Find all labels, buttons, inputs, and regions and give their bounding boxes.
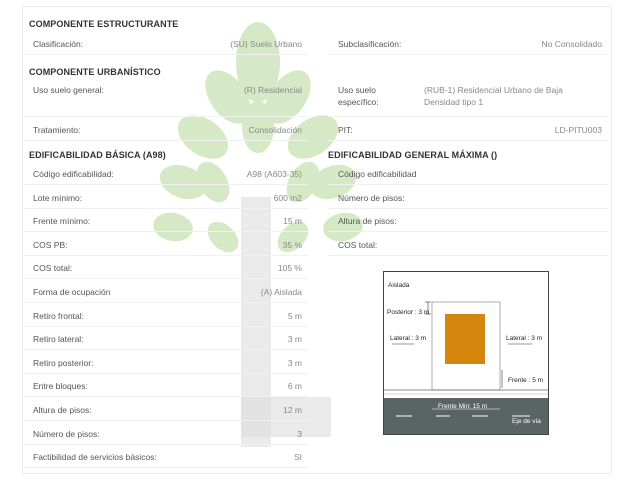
table-row: Altura de pisos: 12 m (23, 397, 308, 421)
row-label: Forma de ocupación (33, 287, 111, 297)
row-clasificacion: Clasificación: (SU) Suelo Urbano (23, 31, 308, 55)
table-row: Retiro lateral: 3 m (23, 326, 308, 351)
row-label: Entre bloques: (33, 381, 88, 392)
row-label: Retiro posterior: (33, 357, 94, 368)
row-tratamiento: Tratamiento: Consolidación (23, 117, 308, 141)
clasificacion-value: (SU) Suelo Urbano (230, 39, 302, 49)
uso-general-label: Uso suelo general: (33, 85, 104, 95)
row-label: Factibilidad de servicios básicos: (33, 452, 157, 463)
setback-diagram: Aislada Posterior : 3 m Lateral : 3 m La… (383, 271, 549, 435)
table-row: Código edificabilidad: A98 (A603-35) (23, 161, 308, 185)
uso-especifico-label: Uso suelo específico: (338, 85, 379, 107)
row-label: Frente mínimo: (33, 216, 91, 227)
row-label: COS PB: (33, 239, 68, 250)
setback-drawing (384, 301, 548, 434)
table-row: Forma de ocupación (A) Aislada (23, 279, 308, 303)
row-label: Altura de pisos: (338, 216, 397, 227)
row-value: SI (293, 452, 302, 463)
row-value: 15 m (283, 216, 302, 227)
row-uso-especifico: Uso suelo específico: (RUB-1) Residencia… (328, 79, 608, 117)
uso-especifico-value: (RUB-1) Residencial Urbano de Baja Densi… (424, 85, 563, 107)
row-label: Lote mínimo: (33, 192, 83, 203)
row-label: Altura de pisos: (33, 405, 92, 415)
table-row: Número de pisos: 3 (23, 421, 308, 445)
row-label: Código edificabilidad: (33, 169, 114, 179)
row-value: 3 (297, 428, 302, 439)
section-title-edificabilidad-maxima: EDIFICABILIDAD GENERAL MÁXIMA () (328, 150, 498, 160)
frente-min-label: Frente Min: 15 m (438, 403, 488, 410)
table-row: Lote mínimo: 600 m2 (23, 185, 308, 209)
table-row: Número de pisos: (328, 185, 608, 209)
row-subclasificacion: Subclasificación: No Consolidado (328, 31, 608, 55)
row-value: (A) Aislada (260, 287, 302, 297)
row-pit: PIT: LD-PITU003 (328, 117, 608, 141)
row-value: 3 m (287, 357, 302, 368)
row-value: A98 (A603-35) (246, 169, 302, 179)
row-label: COS total: (338, 239, 378, 250)
pit-value: LD-PITU003 (554, 125, 602, 135)
row-label: COS total: (33, 263, 73, 274)
subclasificacion-label: Subclasificación: (338, 39, 402, 49)
diagram-title: Aislada (388, 282, 410, 289)
tratamiento-label: Tratamiento: (33, 125, 81, 135)
table-row: Código edificabilidad (328, 161, 608, 185)
section-title-estructurante: COMPONENTE ESTRUCTURANTE (29, 19, 179, 29)
row-uso-general: Uso suelo general: (R) Residencial (23, 79, 308, 117)
table-row: COS total: 105 % (23, 255, 308, 280)
row-value: 6 m (287, 381, 302, 392)
row-label: Retiro frontal: (33, 310, 85, 321)
table-row: Frente mínimo: 15 m (23, 208, 308, 233)
row-label: Número de pisos: (33, 428, 100, 439)
clasificacion-label: Clasificación: (33, 39, 84, 49)
table-row: Retiro posterior: 3 m (23, 350, 308, 374)
section-title-urbanistico: COMPONENTE URBANÍSTICO (29, 67, 161, 77)
row-value: 5 m (287, 310, 302, 321)
tratamiento-value: Consolidación (248, 125, 302, 135)
row-value: 35 % (282, 239, 302, 250)
zoning-info-panel: COMPONENTE ESTRUCTURANTE Clasificación: … (22, 6, 612, 474)
pit-label: PIT: (338, 125, 353, 135)
building-footprint (445, 314, 485, 364)
row-value: 600 m2 (273, 192, 302, 203)
table-row: COS PB: 35 % (23, 232, 308, 256)
uso-general-value: (R) Residencial (243, 85, 302, 95)
subclasificacion-value: No Consolidado (541, 39, 602, 49)
row-value: 12 m (283, 405, 302, 415)
row-label: Retiro lateral: (33, 334, 84, 345)
table-row: Factibilidad de servicios básicos: SI (23, 444, 308, 469)
lateral-left-label: Lateral : 3 m (390, 335, 427, 342)
table-row: Entre bloques: 6 m (23, 373, 308, 398)
frente-label: Frente : 5 m (508, 377, 544, 384)
row-value: 3 m (287, 334, 302, 345)
table-row: COS total: (328, 232, 608, 256)
lateral-right-label: Lateral : 3 m (506, 335, 543, 342)
row-label: Número de pisos: (338, 192, 405, 203)
table-row: Retiro frontal: 5 m (23, 303, 308, 327)
posterior-label: Posterior : 3 m (387, 309, 430, 316)
row-value: 105 % (277, 263, 302, 274)
row-label: Código edificabilidad (338, 169, 417, 179)
eje-via-label: Eje de vía (512, 418, 541, 425)
section-title-edificabilidad-basica: EDIFICABILIDAD BÁSICA (A98) (29, 150, 166, 160)
table-row: Altura de pisos: (328, 208, 608, 233)
